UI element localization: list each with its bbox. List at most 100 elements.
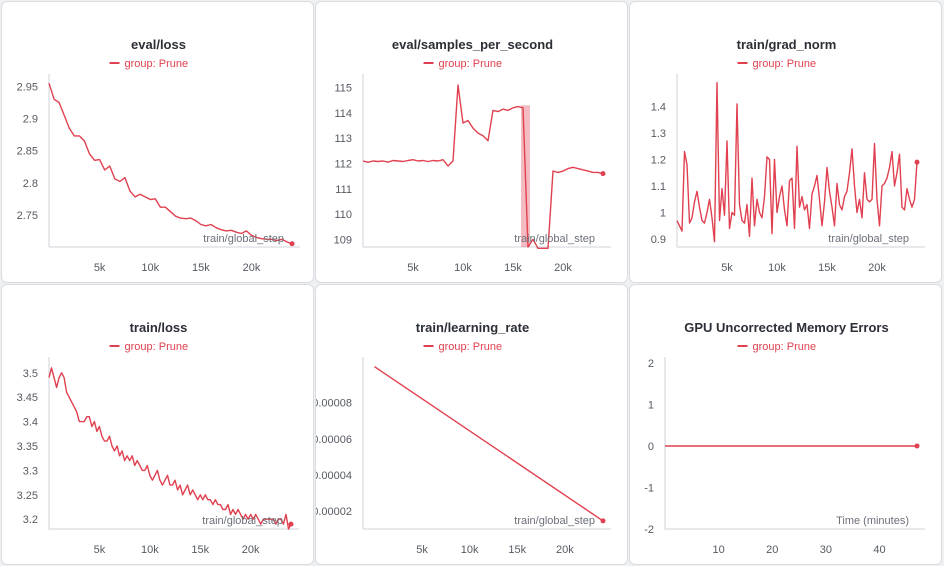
chart-panel[interactable]: train/learning_rate group: Prune 0.00002 0.… <box>315 284 628 565</box>
x-tick-label: 10k <box>768 262 786 274</box>
y-tick-label: 3.5 <box>23 368 38 380</box>
legend[interactable]: group: Prune <box>423 58 503 70</box>
x-tick-label: 10k <box>461 544 479 556</box>
chart-svg: eval/loss group: Prune 2.75 2.8 2.85 2.9 2.95 5… <box>17 37 300 274</box>
chart-svg: GPU Uncorrected Memory Errors group: Prun… <box>644 320 925 556</box>
y-tick-label: 2.75 <box>17 210 38 222</box>
y-tick-label: 109 <box>334 234 352 246</box>
x-tick-label: 20 <box>766 544 778 556</box>
x-tick-label: 40 <box>873 544 885 556</box>
x-tick-label: 10k <box>141 262 159 274</box>
y-tick-label: 110 <box>334 209 352 221</box>
x-axis-label: train/global_step <box>514 233 595 245</box>
y-tick-label: 1.2 <box>651 155 666 167</box>
y-tick-label: 0 <box>648 441 654 453</box>
y-tick-label: 114 <box>334 108 352 120</box>
legend-label: group: Prune <box>753 341 817 353</box>
legend-label: group: Prune <box>125 58 189 70</box>
y-tick-label: 3.3 <box>23 465 38 477</box>
x-tick-label: 5k <box>721 262 733 274</box>
chart-panel[interactable]: GPU Uncorrected Memory Errors group: Prun… <box>629 284 942 565</box>
x-tick-label: 20k <box>554 262 572 274</box>
series-end-point[interactable] <box>288 521 294 527</box>
y-tick-label: 2.85 <box>17 146 38 158</box>
y-tick-label: 1 <box>660 208 666 220</box>
chart-panel[interactable]: train/loss group: Prune 3.2 3.25 3.3 3.35 3.4 3… <box>1 284 314 565</box>
x-axis-label: train/global_step <box>202 515 283 527</box>
chart-title: train/learning_rate <box>416 320 529 335</box>
chart-title: eval/samples_per_second <box>392 37 553 52</box>
legend[interactable]: group: Prune <box>737 58 817 70</box>
x-axis-label: train/global_step <box>514 515 595 527</box>
chart-svg: eval/samples_per_second group: Prune 109 11… <box>334 37 611 274</box>
y-tick-label: -2 <box>644 524 654 536</box>
x-tick-label: 10 <box>712 544 724 556</box>
legend[interactable]: group: Prune <box>737 341 817 353</box>
x-tick-label: 20k <box>242 544 260 556</box>
y-tick-label: 2.8 <box>23 178 38 190</box>
series-end-point[interactable] <box>600 518 606 524</box>
y-tick-label: 0.00002 <box>316 506 352 518</box>
y-tick-label: 0.9 <box>651 234 666 246</box>
x-tick-label: 15k <box>818 262 836 274</box>
y-tick-label: 2 <box>648 358 654 370</box>
x-tick-label: 15k <box>504 262 522 274</box>
x-tick-label: 5k <box>407 262 419 274</box>
y-tick-label: 3.4 <box>23 417 38 429</box>
x-tick-label: 20k <box>243 262 261 274</box>
series-line[interactable] <box>48 367 292 530</box>
legend[interactable]: group: Prune <box>423 341 503 353</box>
x-tick-label: 30 <box>820 544 832 556</box>
x-axis-label: Time (minutes) <box>836 515 909 527</box>
series-line[interactable] <box>374 366 604 522</box>
series-end-point[interactable] <box>289 241 295 247</box>
chart-panel[interactable]: eval/loss group: Prune 2.75 2.8 2.85 2.9 2.95 5… <box>1 1 314 283</box>
x-tick-label: 15k <box>508 544 526 556</box>
y-tick-label: 113 <box>334 133 352 145</box>
y-tick-label: 111 <box>335 184 352 196</box>
y-tick-label: 0.00008 <box>316 398 352 410</box>
series-line[interactable] <box>48 82 293 245</box>
series-end-point[interactable] <box>600 171 606 177</box>
series-end-point[interactable] <box>914 443 920 449</box>
x-tick-label: 20k <box>868 262 886 274</box>
chart-panel[interactable]: eval/samples_per_second group: Prune 109 11… <box>315 1 628 283</box>
legend-label: group: Prune <box>439 341 503 353</box>
chart-svg: train/loss group: Prune 3.2 3.25 3.3 3.35 3.4 3… <box>17 320 299 556</box>
x-axis-label: train/global_step <box>203 233 284 245</box>
legend-label: group: Prune <box>753 58 817 70</box>
legend[interactable]: group: Prune <box>109 58 189 70</box>
x-tick-label: 15k <box>192 262 210 274</box>
y-tick-label: 2.9 <box>23 114 38 126</box>
y-tick-label: 2.95 <box>17 81 38 93</box>
chart-title: GPU Uncorrected Memory Errors <box>684 320 888 335</box>
series-line[interactable] <box>676 81 918 243</box>
chart-title: train/loss <box>130 320 188 335</box>
chart-panel[interactable]: train/grad_norm group: Prune 0.9 1 1.1 1.2 1.3… <box>629 1 942 283</box>
x-tick-label: 5k <box>416 544 428 556</box>
legend[interactable]: group: Prune <box>109 341 189 353</box>
series-line[interactable] <box>362 84 604 250</box>
y-tick-label: 1 <box>648 400 654 412</box>
y-tick-label: 1.1 <box>651 181 666 193</box>
y-tick-label: 3.35 <box>17 441 38 453</box>
y-tick-label: 3.25 <box>17 490 38 502</box>
y-tick-label: 3.45 <box>17 392 38 404</box>
chart-title: eval/loss <box>131 37 186 52</box>
series-end-point[interactable] <box>914 159 920 165</box>
x-tick-label: 15k <box>191 544 209 556</box>
x-axis-label: train/global_step <box>828 233 909 245</box>
x-tick-label: 5k <box>94 262 106 274</box>
chart-title: train/grad_norm <box>737 37 837 52</box>
legend-label: group: Prune <box>125 341 189 353</box>
chart-svg: train/grad_norm group: Prune 0.9 1 1.1 1.2 1.3… <box>651 37 925 274</box>
x-tick-label: 20k <box>556 544 574 556</box>
y-tick-label: 115 <box>334 83 352 95</box>
y-tick-label: 0.00006 <box>316 434 352 446</box>
y-tick-label: 1.4 <box>651 102 666 114</box>
y-tick-label: 1.3 <box>651 128 666 140</box>
y-tick-label: 112 <box>334 159 352 171</box>
legend-label: group: Prune <box>439 58 503 70</box>
chart-svg: train/learning_rate group: Prune 0.00002 0.… <box>316 320 611 556</box>
x-tick-label: 5k <box>94 544 106 556</box>
